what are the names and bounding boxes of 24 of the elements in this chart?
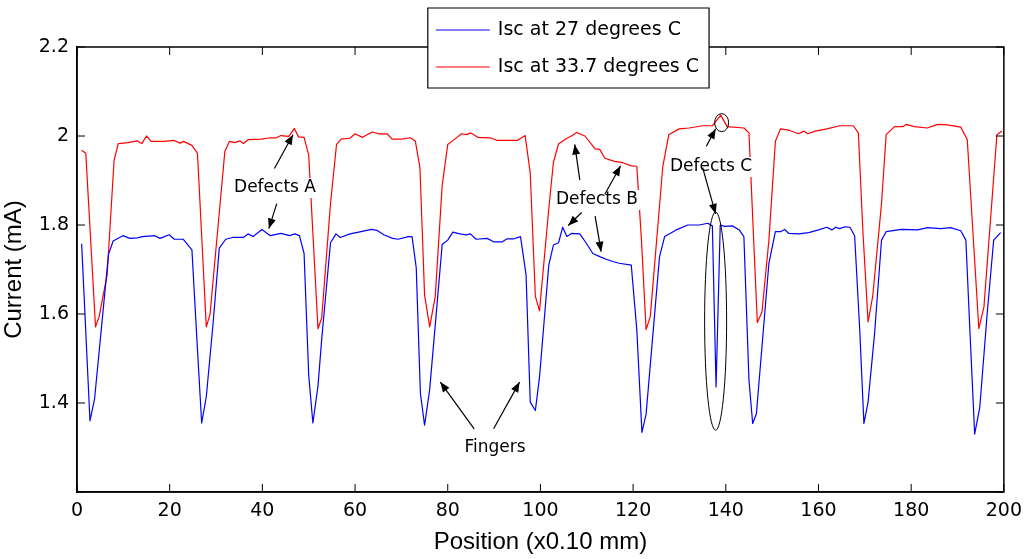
y-tick-label: 2.2 xyxy=(38,33,69,56)
x-tick-label: 20 xyxy=(157,498,182,521)
x-tick-label: 0 xyxy=(70,498,84,521)
annotation: Defects C xyxy=(669,155,753,176)
x-tick-label: 180 xyxy=(893,498,930,521)
x-tick-label: 60 xyxy=(342,498,368,521)
legend-label: Isc at 33.7 degrees C xyxy=(497,53,700,76)
x-tick-label: 140 xyxy=(707,498,744,521)
y-tick-label: 1.6 xyxy=(38,300,69,323)
y-tick-label: 2 xyxy=(56,122,69,145)
y-tick-label: 1.4 xyxy=(38,389,69,412)
legend-label: Isc at 27 degrees C xyxy=(497,16,681,39)
annotation: Fingers xyxy=(464,436,526,457)
x-axis-title: Position (x0.10 mm) xyxy=(433,527,648,555)
y-tick-label: 1.8 xyxy=(38,211,69,234)
x-tick-label: 120 xyxy=(614,498,652,521)
annotation: Defects A xyxy=(234,176,317,197)
x-tick-label: 40 xyxy=(250,498,275,521)
annotation: Defects B xyxy=(556,188,638,209)
x-tick-label: 200 xyxy=(985,498,1022,521)
x-tick-label: 100 xyxy=(522,498,559,521)
x-tick-label: 160 xyxy=(800,498,837,521)
y-axis-title: Current (mA) xyxy=(0,200,27,339)
x-tick-label: 80 xyxy=(435,498,460,521)
